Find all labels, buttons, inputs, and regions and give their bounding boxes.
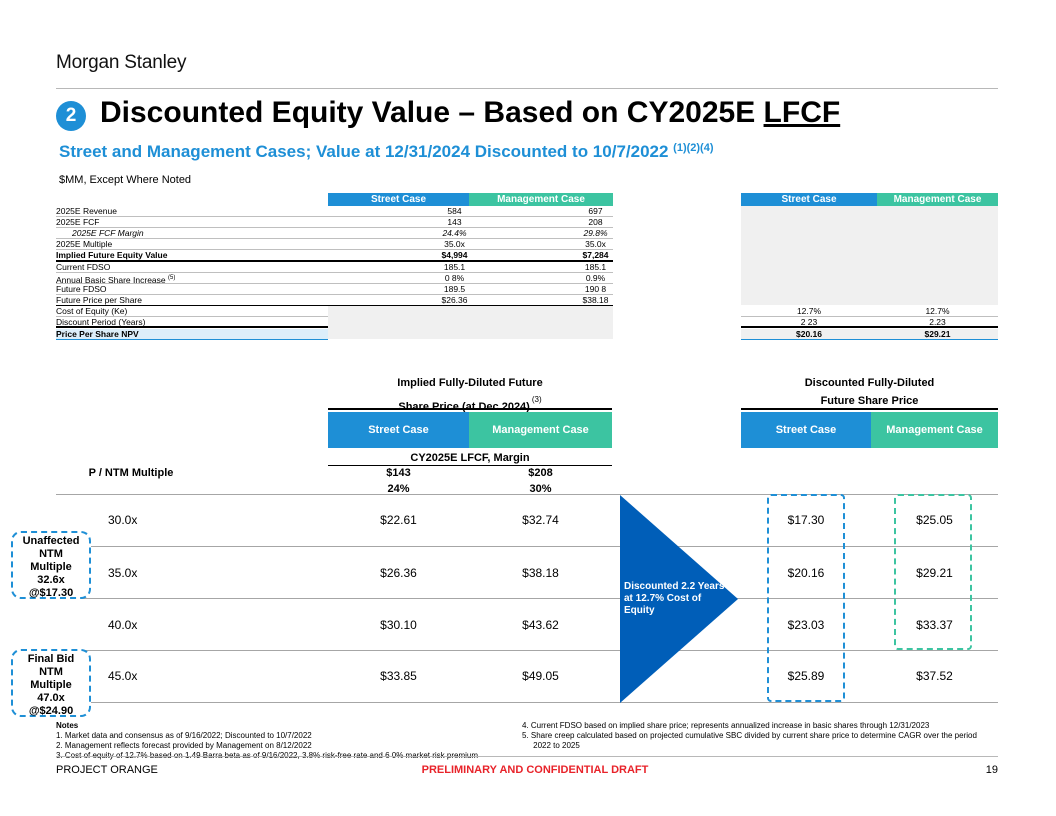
section-number-badge: 2 bbox=[56, 101, 86, 131]
mgmt-highlight-box bbox=[894, 494, 972, 650]
npv-value-row: $20.16 $29.21 bbox=[741, 329, 998, 340]
footer-project-name: PROJECT ORANGE bbox=[56, 764, 158, 776]
future-mgmt-cell: $43.62 bbox=[522, 618, 559, 632]
multiple-cell: 40.0x bbox=[108, 618, 138, 632]
multiple-cell: 35.0x bbox=[108, 566, 138, 580]
npv-table-blank-area bbox=[741, 206, 998, 305]
future-price-group-subtitle: Share Price (at Dec 2024)(3) bbox=[398, 395, 542, 413]
disc-mgmt-cell: $25.05 bbox=[916, 513, 953, 527]
table-row: 12.7% 12.7% bbox=[741, 306, 998, 317]
metric-underline bbox=[328, 465, 612, 466]
discount-arrow bbox=[620, 495, 738, 703]
street-highlight-box bbox=[767, 494, 845, 702]
morgan-stanley-logo: Morgan Stanley bbox=[56, 52, 187, 73]
top-table-blank-area bbox=[328, 305, 613, 339]
disc-street-cell: $23.03 bbox=[787, 618, 825, 632]
row-divider bbox=[56, 598, 998, 599]
table-row: 2025E FCF 143 208 bbox=[56, 217, 613, 228]
discounted-group-title: Discounted Fully-Diluted bbox=[804, 377, 935, 389]
unaffected-multiple-callout: Unaffected NTM Multiple 32.6x @$17.30 bbox=[11, 531, 91, 599]
row-divider bbox=[56, 650, 998, 651]
discounted-street-header: Street Case bbox=[741, 412, 871, 448]
table-row: 2025E Revenue 584 697 bbox=[56, 206, 613, 217]
row-divider bbox=[56, 494, 998, 495]
npv-label-row: Price Per Share NPV bbox=[56, 329, 328, 340]
disc-street-cell: $17.30 bbox=[787, 513, 825, 527]
arrow-label: Discounted 2.2 Years at 12.7% Cost of Eq… bbox=[624, 581, 725, 616]
margin-mgmt: 30% bbox=[529, 483, 552, 495]
table-row: Discount Period (Years) bbox=[56, 317, 328, 328]
margin-street: 24% bbox=[387, 483, 410, 495]
table-row: Implied Future Equity Value $4,994 $7,284 bbox=[56, 250, 613, 262]
metric-label: CY2025E LFCF, Margin bbox=[410, 452, 530, 464]
table-row: 2 23 2.23 bbox=[741, 317, 998, 328]
future-price-group-title: Implied Fully-Diluted Future bbox=[397, 377, 543, 389]
table-row: Current FDSO 185.1 185.1 bbox=[56, 262, 613, 273]
footer-confidential-label: PRELIMINARY AND CONFIDENTIAL DRAFT bbox=[421, 764, 649, 776]
discounted-group-subtitle: Future Share Price bbox=[820, 395, 919, 407]
future-street-cell: $30.10 bbox=[380, 618, 417, 632]
future-mgmt-cell: $38.18 bbox=[522, 566, 559, 580]
disc-mgmt-cell: $29.21 bbox=[916, 566, 953, 580]
disc-street-cell: $25.89 bbox=[787, 669, 825, 683]
table-row: Future Price per Share $26.36 $38.18 bbox=[56, 295, 613, 306]
disc-street-cell: $20.16 bbox=[787, 566, 825, 580]
npv-table-street-header: Street Case bbox=[741, 193, 877, 206]
arrow-shape bbox=[620, 495, 738, 703]
discounted-group-underline bbox=[741, 408, 998, 410]
row-divider bbox=[56, 702, 998, 703]
future-price-group-underline bbox=[328, 408, 612, 410]
notes-right: 4. Current FDSO based on implied share p… bbox=[522, 721, 977, 750]
future-mgmt-cell: $49.05 bbox=[522, 669, 559, 683]
units-note: $MM, Except Where Noted bbox=[59, 174, 192, 186]
fcf-mgmt: $208 bbox=[528, 467, 553, 479]
table-row: Annual Basic Share Increase (5) 0 8% 0.9% bbox=[56, 273, 613, 285]
row-header-multiple: P / NTM Multiple bbox=[88, 467, 174, 479]
footer-divider bbox=[56, 756, 998, 757]
multiple-cell: 30.0x bbox=[108, 513, 138, 527]
future-street-cell: $33.85 bbox=[380, 669, 417, 683]
fcf-street: $143 bbox=[386, 467, 411, 479]
footer-page-number: 19 bbox=[985, 764, 998, 776]
final-bid-multiple-callout: Final Bid NTM Multiple 47.0x @$24.90 bbox=[11, 649, 91, 717]
table-row: Cost of Equity (Ke) bbox=[56, 306, 328, 317]
page-title: Discounted Equity Value – Based on CY202… bbox=[100, 96, 841, 129]
table-row: 2025E FCF Margin 24.4% 29.8% bbox=[56, 228, 613, 239]
disc-mgmt-cell: $33.37 bbox=[916, 618, 953, 632]
future-street-cell: $22.61 bbox=[380, 513, 417, 527]
top-table-street-header: Street Case bbox=[328, 193, 469, 206]
page-subtitle: Street and Management Cases; Value at 12… bbox=[59, 142, 714, 161]
future-street-header: Street Case bbox=[328, 412, 469, 448]
discounted-mgmt-header: Management Case bbox=[871, 412, 998, 448]
top-table-mgmt-header: Management Case bbox=[469, 193, 613, 206]
table-row: Future FDSO 189.5 190 8 bbox=[56, 284, 613, 295]
notes-left: Notes 1. Market data and consensus as of… bbox=[56, 721, 506, 761]
future-mgmt-cell: $32.74 bbox=[522, 513, 559, 527]
disc-mgmt-cell: $37.52 bbox=[916, 669, 953, 683]
notes-heading: Notes bbox=[56, 721, 79, 730]
future-mgmt-header: Management Case bbox=[469, 412, 612, 448]
header-divider bbox=[56, 88, 998, 89]
table-row: 2025E Multiple 35.0x 35.0x bbox=[56, 239, 613, 250]
multiple-cell: 45.0x bbox=[108, 669, 138, 683]
future-street-cell: $26.36 bbox=[380, 566, 417, 580]
row-divider bbox=[56, 546, 998, 547]
npv-table-mgmt-header: Management Case bbox=[877, 193, 998, 206]
